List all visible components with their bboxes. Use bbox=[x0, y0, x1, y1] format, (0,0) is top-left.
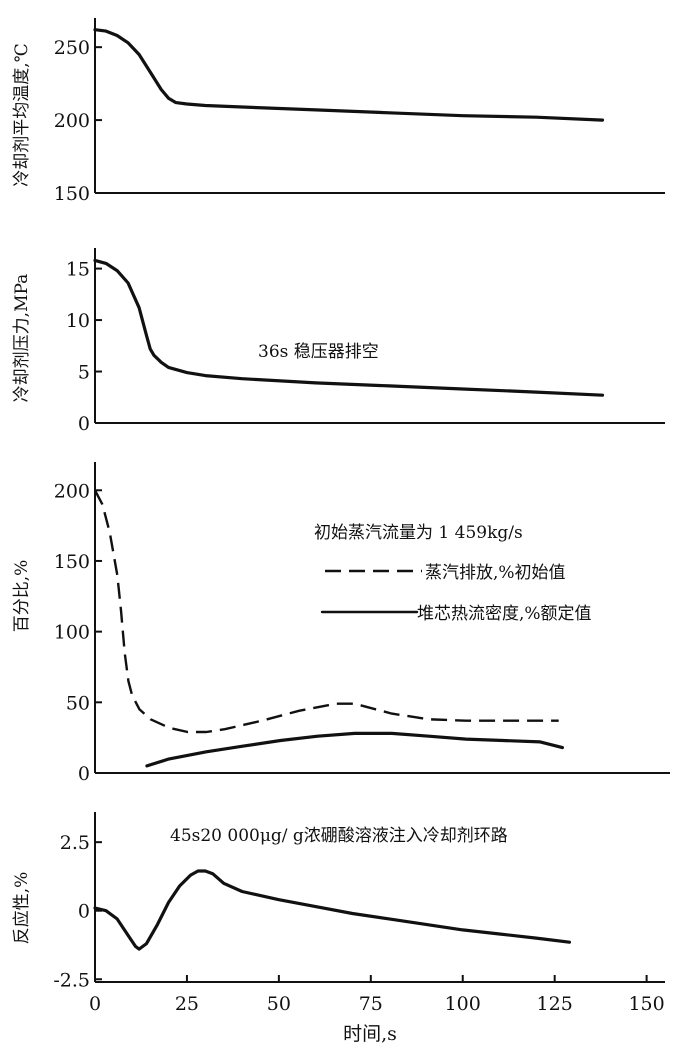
temperature-y-axis-label: 冷却剂平均温度,℃ bbox=[12, 43, 32, 186]
percentage-panel: 百分比,% 初始蒸汽流量为 1 459kg/s 蒸汽排放,%初始值 堆芯热流密度… bbox=[12, 462, 670, 785]
coolant-temperature-panel: 冷却剂平均温度,℃ 150 200 250 bbox=[12, 18, 665, 205]
y-tick-label: 250 bbox=[54, 37, 90, 59]
pressure-y-axis-label: 冷却剂压力,MPa bbox=[12, 274, 32, 403]
series-line-0-0 bbox=[93, 28, 605, 122]
y-tick-label: 5 bbox=[78, 362, 90, 384]
y-tick-label: 2.5 bbox=[60, 832, 90, 854]
y-tick-label: 50 bbox=[66, 692, 90, 714]
y-tick-label: 150 bbox=[54, 551, 90, 573]
y-tick-label: 0 bbox=[78, 413, 90, 435]
series-line-3-0 bbox=[93, 869, 571, 951]
pressurizer-empty-annotation: 36s 稳压器排空 bbox=[258, 342, 379, 362]
series-line-2-1 bbox=[145, 731, 564, 768]
boric-acid-injection-annotation: 45s20 000μg/ g浓硼酸溶液注入冷却剂环路 bbox=[170, 826, 508, 846]
series-line-1-0 bbox=[93, 258, 605, 397]
y-tick-label: 10 bbox=[66, 310, 90, 332]
y-tick-label: 200 bbox=[54, 480, 90, 502]
y-tick-label: 150 bbox=[54, 183, 90, 205]
y-tick-label: 0 bbox=[78, 763, 90, 785]
y-tick-label: 0 bbox=[78, 901, 90, 923]
coolant-pressure-panel: 冷却剂压力,MPa 36s 稳压器排空 0 5 10 15 bbox=[12, 248, 665, 435]
y-tick-label: 200 bbox=[54, 110, 90, 132]
x-tick-label: 50 bbox=[267, 993, 291, 1015]
initial-steam-flow-annotation: 初始蒸汽流量为 1 459kg/s bbox=[314, 523, 523, 543]
time-x-axis-label: 时间,s bbox=[343, 1023, 397, 1045]
legend-label-steam-discharge: 蒸汽排放,%初始值 bbox=[425, 563, 566, 583]
reactivity-y-axis-label: 反应性,% bbox=[12, 872, 32, 945]
x-tick-label: 0 bbox=[89, 993, 101, 1015]
x-tick-label: 125 bbox=[537, 993, 573, 1015]
x-tick-label: 75 bbox=[359, 993, 383, 1015]
y-tick-label: -2.5 bbox=[53, 969, 90, 991]
y-tick-label: 15 bbox=[66, 259, 90, 281]
y-tick-label: 100 bbox=[54, 622, 90, 644]
x-tick-label: 100 bbox=[445, 993, 481, 1015]
percentage-y-axis-label: 百分比,% bbox=[12, 560, 32, 633]
x-tick-label: 25 bbox=[175, 993, 199, 1015]
reactivity-panel: 反应性,% 45s20 000μg/ g浓硼酸溶液注入冷却剂环路 时间,s -2… bbox=[12, 812, 665, 1045]
series-line-2-0 bbox=[93, 489, 559, 734]
x-tick-label: 150 bbox=[628, 993, 664, 1015]
legend-label-core-heat-flux: 堆芯热流密度,%额定值 bbox=[417, 604, 592, 624]
